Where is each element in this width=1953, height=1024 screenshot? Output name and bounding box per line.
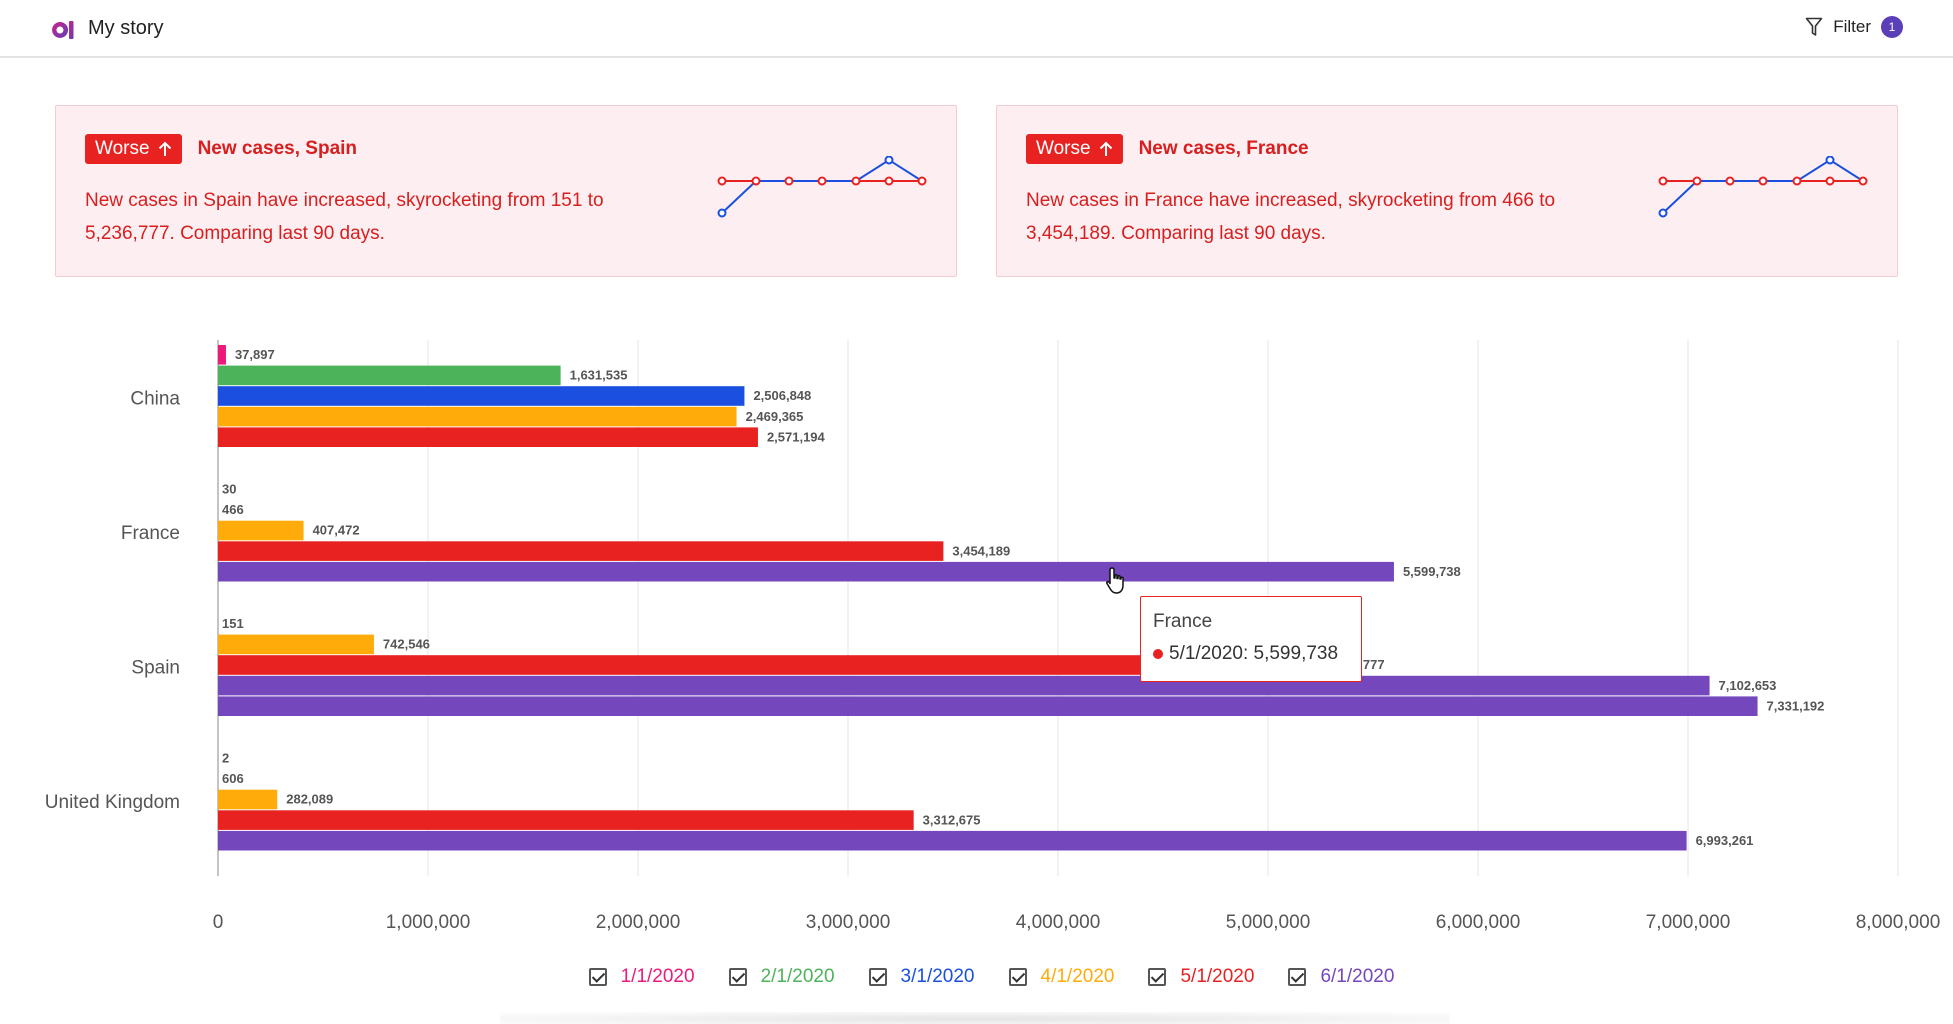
checkbox[interactable] <box>868 968 887 986</box>
card-header: Worse New cases, France <box>1026 134 1309 164</box>
legend-item-5[interactable]: 5/1/2020 <box>1148 966 1254 988</box>
legend-label: 6/1/2020 <box>1320 966 1395 987</box>
data-label: 30 <box>222 482 236 497</box>
legend-label: 3/1/2020 <box>900 966 975 987</box>
bar <box>218 561 1394 582</box>
chart-legend: 1/1/2020 2/1/2020 3/1/2020 4/1/2020 5/1/… <box>0 966 1953 988</box>
tooltip-value: 5/1/2020: 5,599,738 <box>1169 643 1339 664</box>
hand-cursor-icon <box>1106 567 1124 594</box>
top-bar: My story Filter 1 <box>0 0 1953 58</box>
data-label: 742,546 <box>383 637 430 652</box>
tooltip-series-dot <box>1153 649 1163 659</box>
legend-item-4[interactable]: 4/1/2020 <box>1008 966 1115 988</box>
checkbox[interactable] <box>588 968 607 986</box>
legend-item-2[interactable]: 2/1/2020 <box>728 966 835 988</box>
data-label: 606 <box>222 771 244 786</box>
data-label: 2,469,365 <box>746 409 804 424</box>
funnel-icon <box>1805 17 1823 36</box>
arrow-up-icon <box>158 141 171 156</box>
data-label: 282,089 <box>286 792 333 807</box>
data-label: 7,102,653 <box>1719 678 1777 693</box>
bar <box>218 386 745 406</box>
chart-tooltip: France 5/1/2020: 5,599,738 <box>1140 596 1362 682</box>
bar <box>218 675 1710 696</box>
x-tick-label: 4,000,000 <box>1016 912 1101 933</box>
bar <box>218 427 758 447</box>
bar <box>218 365 561 386</box>
card-title: New cases, Spain <box>197 138 358 159</box>
insight-card-france[interactable]: Worse New cases, France New cases in Fra… <box>996 105 1898 277</box>
card-title: New cases, France <box>1138 138 1309 159</box>
legend-label: 1/1/2020 <box>620 966 695 987</box>
insight-card-spain[interactable]: Worse New cases, Spain New cases in Spai… <box>55 105 957 277</box>
data-label: 3,312,675 <box>923 812 981 827</box>
bar <box>218 810 914 830</box>
legend-label: 4/1/2020 <box>1040 966 1115 987</box>
checkbox[interactable] <box>1008 968 1027 986</box>
bar <box>218 634 374 655</box>
badge-label: Worse <box>95 138 150 159</box>
data-label: 2 <box>222 751 229 766</box>
bar <box>218 406 737 427</box>
x-tick-label: 0 <box>213 912 224 933</box>
checkbox[interactable] <box>1148 968 1167 986</box>
category-label: France <box>121 523 180 544</box>
sparkline <box>717 156 927 218</box>
app-logo-icon <box>52 21 74 39</box>
data-label: 7,331,192 <box>1767 698 1825 713</box>
category-label: United Kingdom <box>45 792 180 813</box>
category-label: China <box>130 389 180 410</box>
data-label: 2,506,848 <box>753 388 811 403</box>
badge-label: Worse <box>1036 138 1091 159</box>
bottom-shadow <box>500 1012 1450 1024</box>
bar <box>218 830 1687 851</box>
data-label: 151 <box>222 616 244 631</box>
bar <box>218 520 304 541</box>
bar-chart: 0 1,000,000 2,000,000 3,000,000 4,000,000 5,0… <box>0 320 1953 960</box>
bar <box>218 696 1758 716</box>
tooltip-title: France <box>1153 611 1213 632</box>
data-label: 6,993,261 <box>1696 833 1754 848</box>
card-description: New cases in France have increased, skyr… <box>1026 190 1556 244</box>
data-label: 2,571,194 <box>767 429 826 444</box>
checkbox[interactable] <box>1288 968 1307 986</box>
filter-label: Filter <box>1833 17 1871 36</box>
bar <box>218 655 1318 675</box>
checkbox[interactable] <box>728 968 747 986</box>
data-label: 5,599,738 <box>1403 564 1461 579</box>
app-title: My story <box>88 17 164 39</box>
data-label: 3,454,189 <box>952 543 1010 558</box>
x-tick-label: 1,000,000 <box>386 912 471 933</box>
x-tick-label: 3,000,000 <box>806 912 891 933</box>
arrow-up-icon <box>1099 141 1112 156</box>
bar <box>218 541 944 561</box>
bar <box>218 789 278 810</box>
chart-svg: 0 1,000,000 2,000,000 3,000,000 4,000,000 5,0… <box>45 340 1941 933</box>
x-tick-label: 7,000,000 <box>1646 912 1731 933</box>
legend-item-3[interactable]: 3/1/2020 <box>868 966 975 988</box>
data-label: 37,897 <box>235 347 275 362</box>
data-label: 466 <box>222 502 244 517</box>
category-label: Spain <box>131 658 180 679</box>
data-label: 1,631,535 <box>570 368 628 383</box>
bar <box>218 345 226 365</box>
filter-count-badge: 1 <box>1881 16 1903 38</box>
legend-label: 2/1/2020 <box>760 966 835 987</box>
x-tick-label: 2,000,000 <box>596 912 681 933</box>
data-label: 407,472 <box>313 523 360 538</box>
filter-button[interactable]: Filter 1 <box>1805 16 1903 38</box>
x-tick-label: 8,000,000 <box>1856 912 1941 933</box>
x-tick-label: 5,000,000 <box>1226 912 1311 933</box>
legend-item-1[interactable]: 1/1/2020 <box>588 966 695 988</box>
card-header: Worse New cases, Spain <box>85 134 357 164</box>
tooltip-row: 5/1/2020: 5,599,738 <box>1153 643 1349 665</box>
x-tick-label: 6,000,000 <box>1436 912 1521 933</box>
sparkline <box>1658 156 1868 218</box>
legend-item-6[interactable]: 6/1/2020 <box>1288 966 1394 988</box>
card-description: New cases in Spain have increased, skyro… <box>85 190 604 244</box>
legend-label: 5/1/2020 <box>1180 966 1255 987</box>
worse-badge: Worse <box>1026 134 1123 164</box>
worse-badge: Worse <box>85 134 182 164</box>
